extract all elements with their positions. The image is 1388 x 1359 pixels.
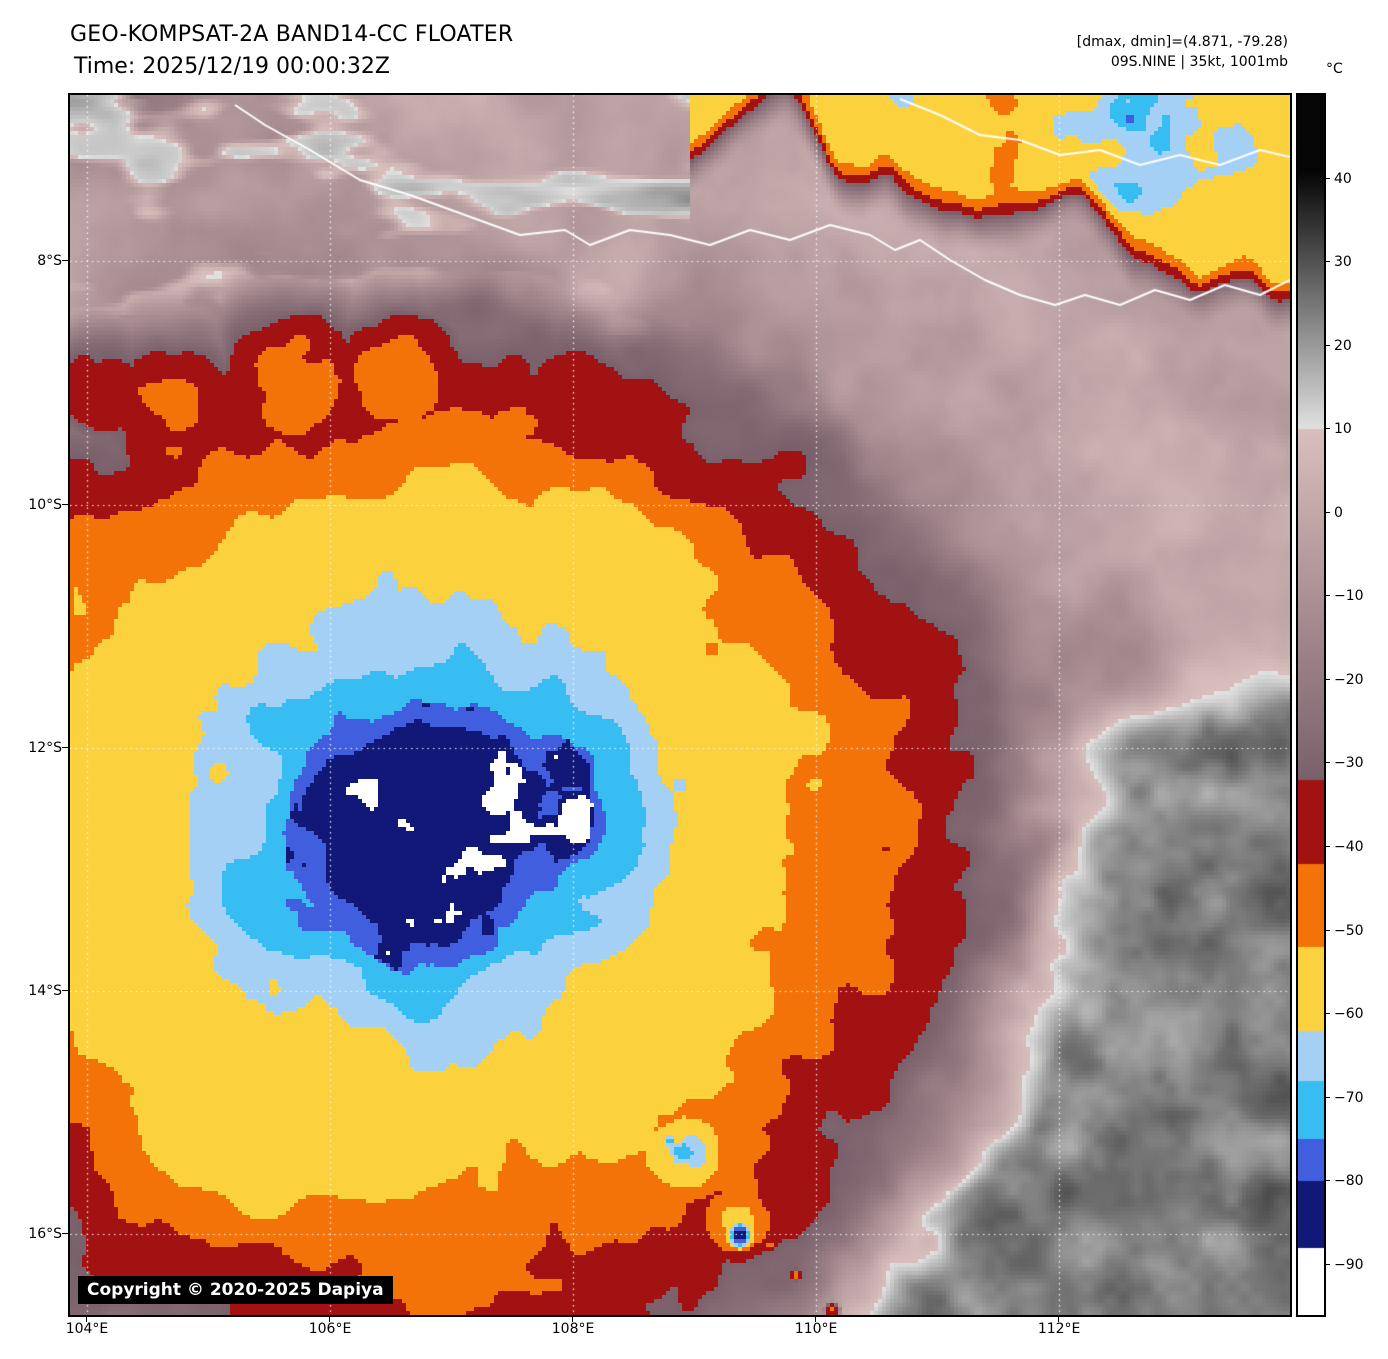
x-tick-mark bbox=[572, 1316, 574, 1322]
colorbar-tick-mark bbox=[1324, 428, 1330, 430]
colorbar-tick-label: −70 bbox=[1334, 1089, 1364, 1106]
storm-info-annotation: 09S.NINE | 35kt, 1001mb bbox=[1110, 54, 1288, 70]
y-tick-mark bbox=[62, 260, 68, 262]
colorbar bbox=[1296, 93, 1326, 1317]
copyright-badge: Copyright © 2020-2025 Dapiya bbox=[78, 1276, 393, 1304]
y-tick-mark bbox=[62, 1232, 68, 1234]
colorbar-tick-label: 30 bbox=[1334, 254, 1352, 271]
x-tick-mark bbox=[329, 1316, 331, 1322]
map-area: Copyright © 2020-2025 Dapiya bbox=[68, 93, 1292, 1317]
x-tick-label: 112°E bbox=[1037, 1321, 1081, 1337]
colorbar-tick-label: −60 bbox=[1334, 1006, 1364, 1023]
header-annotations: [dmax, dmin]=(4.871, -79.28) 09S.NINE | … bbox=[1077, 32, 1288, 72]
timestamp: Time: 2025/12/19 00:00:32Z bbox=[74, 54, 390, 79]
y-tick-label: 10°S bbox=[28, 496, 62, 513]
y-tick-mark bbox=[62, 746, 68, 748]
colorbar-tick-label: −20 bbox=[1334, 671, 1364, 688]
colorbar-tick-mark bbox=[1324, 261, 1330, 263]
x-tick-label: 106°E bbox=[308, 1321, 352, 1337]
y-tick-label: 12°S bbox=[28, 739, 62, 756]
y-tick-label: 8°S bbox=[37, 253, 62, 270]
colorbar-tick-mark bbox=[1324, 1013, 1330, 1015]
colorbar-tick-mark bbox=[1324, 762, 1330, 764]
x-tick-mark bbox=[86, 1316, 87, 1322]
map-overlay-canvas bbox=[70, 95, 1290, 1315]
x-tick-mark bbox=[1058, 1316, 1060, 1322]
colorbar-tick-label: 40 bbox=[1334, 170, 1352, 187]
colorbar-tick-label: 0 bbox=[1334, 504, 1343, 521]
y-tick-mark bbox=[62, 503, 68, 505]
colorbar-tick-label: −50 bbox=[1334, 922, 1364, 939]
colorbar-tick-label: −90 bbox=[1334, 1256, 1364, 1273]
colorbar-unit-label: °C bbox=[1326, 61, 1343, 77]
colorbar-tick-label: 20 bbox=[1334, 337, 1352, 354]
colorbar-tick-label: −10 bbox=[1334, 588, 1364, 605]
colorbar-gradient-canvas bbox=[1298, 95, 1324, 1315]
y-tick-mark bbox=[62, 989, 68, 991]
colorbar-tick-label: −30 bbox=[1334, 755, 1364, 772]
x-tick-mark bbox=[815, 1316, 817, 1322]
colorbar-tick-label: 10 bbox=[1334, 421, 1352, 438]
y-tick-label: 14°S bbox=[28, 982, 62, 999]
colorbar-tick-mark bbox=[1324, 344, 1330, 346]
colorbar-tick-label: −80 bbox=[1334, 1173, 1364, 1190]
colorbar-tick-mark bbox=[1324, 929, 1330, 931]
colorbar-tick-mark bbox=[1324, 177, 1330, 179]
x-tick-label: 108°E bbox=[551, 1321, 595, 1337]
x-tick-label: 110°E bbox=[794, 1321, 838, 1337]
y-tick-label: 16°S bbox=[28, 1225, 62, 1242]
colorbar-tick-mark bbox=[1324, 846, 1330, 848]
colorbar-tick-mark bbox=[1324, 1096, 1330, 1098]
dmax-dmin-annotation: [dmax, dmin]=(4.871, -79.28) bbox=[1076, 34, 1288, 50]
colorbar-tick-label: −40 bbox=[1334, 839, 1364, 856]
colorbar-tick-mark bbox=[1324, 595, 1330, 597]
colorbar-tick-mark bbox=[1324, 678, 1330, 680]
x-tick-label: 104°E bbox=[65, 1321, 109, 1337]
colorbar-tick-mark bbox=[1324, 1263, 1330, 1265]
colorbar-tick-mark bbox=[1324, 511, 1330, 513]
page-title: GEO-KOMPSAT-2A BAND14-CC FLOATER bbox=[70, 22, 514, 47]
colorbar-tick-mark bbox=[1324, 1180, 1330, 1182]
